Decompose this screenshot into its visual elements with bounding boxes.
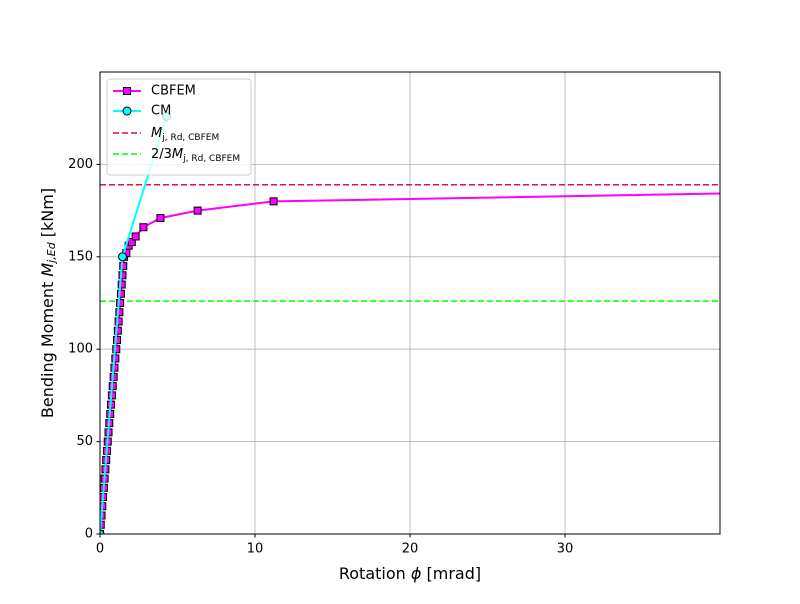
marker — [118, 271, 127, 280]
marker — [116, 289, 125, 298]
y-label-sub: j,Ed — [45, 241, 58, 265]
marker — [119, 262, 128, 271]
marker — [117, 280, 126, 289]
legend-label: CBFEM — [151, 84, 196, 99]
marker — [131, 232, 140, 241]
marker — [100, 529, 105, 534]
marker — [115, 308, 124, 317]
legend-box — [106, 78, 252, 176]
legend-sub: j, Rd, CBFEM — [161, 133, 219, 143]
x-tick-label: 20 — [402, 542, 419, 557]
y-tick-label: 100 — [68, 342, 93, 357]
x-axis-label: Rotation ϕ [mrad] — [339, 564, 481, 583]
legend-marker — [122, 106, 132, 116]
y-label-symbol: M — [38, 263, 57, 277]
y-tick-label: 150 — [68, 249, 93, 264]
legend-symbol: M — [151, 126, 162, 141]
marker — [139, 223, 148, 232]
legend-label: Mj, Rd, CBFEM — [151, 126, 219, 143]
x-tick-label: 10 — [247, 542, 264, 557]
x-tick-label: 0 — [96, 542, 104, 557]
y-tick-label: 200 — [68, 157, 93, 172]
legend-label: CM — [151, 104, 171, 119]
legend-label: 2/3Mj, Rd, CBFEM — [151, 147, 240, 164]
x-label-unit: [mrad] — [421, 564, 481, 583]
x-label-symbol: ϕ — [411, 564, 422, 583]
legend-prefix: 2/3 — [151, 147, 172, 162]
marker — [113, 335, 122, 344]
marker — [156, 213, 165, 222]
x-label-text: Rotation — [339, 564, 411, 583]
y-tick-label: 0 — [85, 527, 93, 542]
y-axis-label: Bending Moment Mj,Ed [kNm] — [38, 188, 59, 418]
ticks: 0 10 20 30 0 50 100 150 200 — [68, 157, 573, 557]
y-label-unit: [kNm] — [38, 188, 57, 242]
series-line — [100, 192, 720, 534]
marker — [113, 326, 122, 335]
x-tick-label: 30 — [557, 542, 574, 557]
marker — [112, 345, 121, 354]
plot-area — [100, 111, 800, 534]
marker — [269, 197, 278, 206]
marker — [794, 189, 800, 196]
y-tick-label: 50 — [76, 434, 93, 449]
y-label-text: Bending Moment — [38, 277, 57, 418]
marker — [193, 206, 202, 215]
series-line — [100, 116, 168, 534]
legend-sub: j, Rd, CBFEM — [182, 154, 240, 164]
legend-symbol: M — [172, 147, 183, 162]
marker — [117, 252, 127, 262]
marker — [114, 317, 123, 326]
marker — [116, 299, 125, 307]
legend-marker — [123, 87, 131, 95]
